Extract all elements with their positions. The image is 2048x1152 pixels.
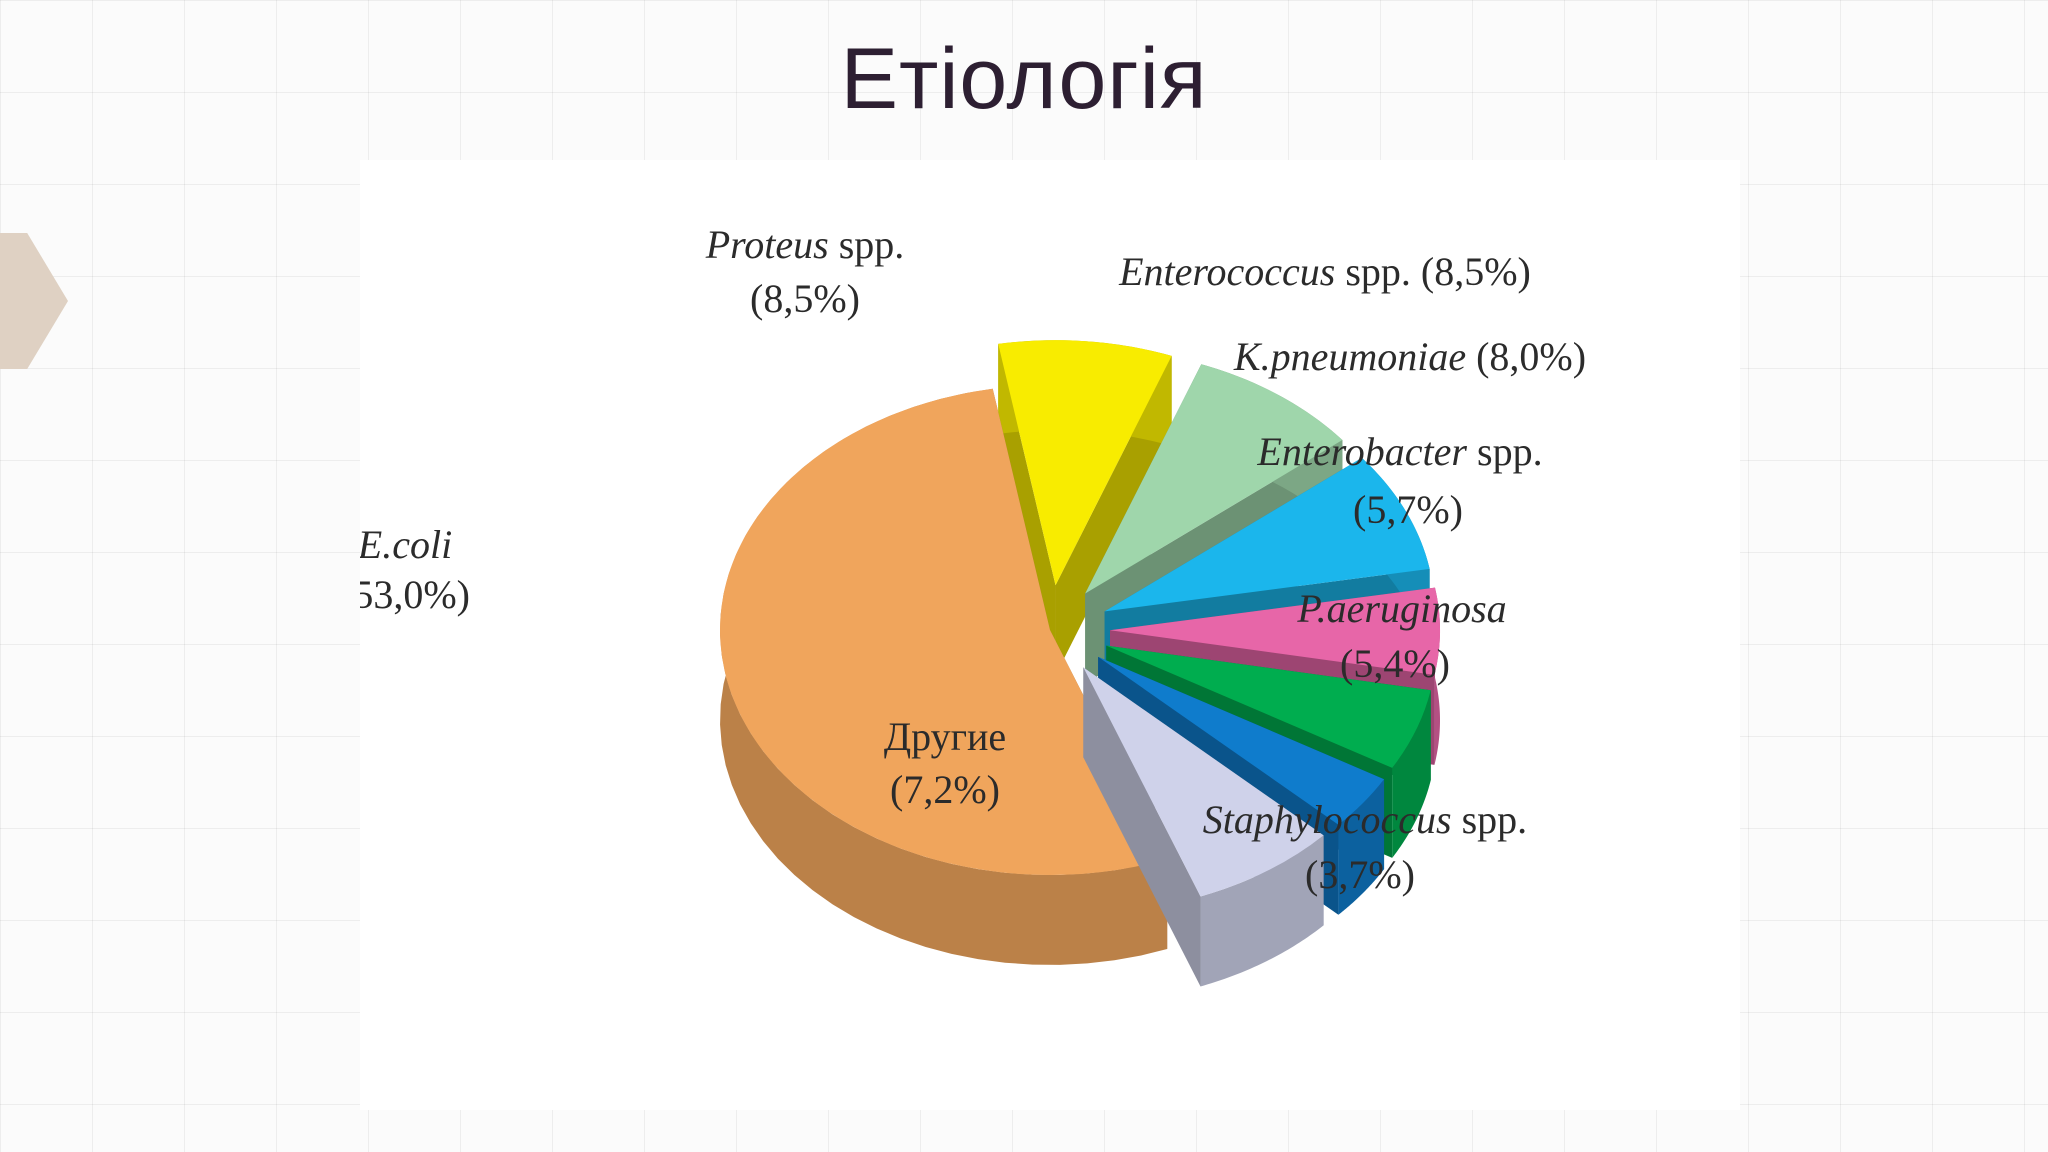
pie-chart: E.coli (53,0%) Другие (7,2%) Staphylococcus … <box>360 222 1586 987</box>
slice-label-6: K.pneumoniae (8,0%) <box>1233 334 1586 379</box>
pie-labels: E.coli (53,0%) Другие (7,2%) Staphylococcus … <box>360 222 1586 897</box>
slice-value-5: (5,7%) <box>1353 487 1463 532</box>
pie-slice-2 <box>1083 667 1324 987</box>
slice-value-1: (53,0%) <box>360 572 470 617</box>
slice-label-8: Proteus spp. <box>705 222 905 267</box>
slice-label-4: P.aeruginosa <box>1296 586 1506 631</box>
slice-label-7: Enterococcus spp. (8,5%) <box>1118 249 1531 294</box>
pie-slice-8 <box>998 340 1172 676</box>
chart-panel: E.coli (53,0%) Другие (7,2%) Staphylococcus … <box>360 160 1740 1110</box>
slice-value-3: (3,7%) <box>1305 852 1415 897</box>
pie-slices <box>719 340 1440 987</box>
side-arrow-decoration <box>0 233 68 369</box>
slide-title: Етіологія <box>840 31 1208 127</box>
slice-label-5: Enterobacter spp. <box>1256 429 1542 474</box>
slice-label-3: Staphylococcus spp. <box>1203 797 1527 842</box>
slice-value-2: (7,2%) <box>890 767 1000 812</box>
slice-label-1: E.coli <box>360 522 452 567</box>
pie-slice-1 <box>719 388 1168 965</box>
slice-label-2: Другие <box>884 714 1006 759</box>
slice-value-4: (5,4%) <box>1340 641 1450 686</box>
slice-value-8: (8,5%) <box>750 276 860 321</box>
